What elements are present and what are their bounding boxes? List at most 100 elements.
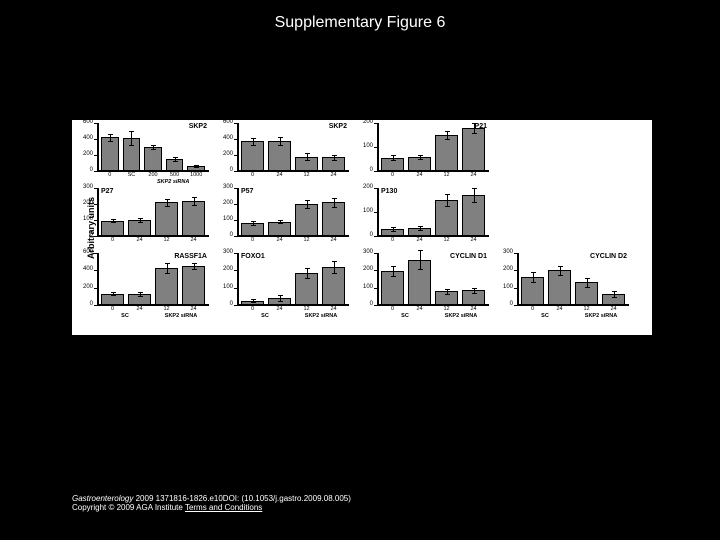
error-cap	[165, 206, 170, 207]
panel-label: P21	[475, 123, 487, 130]
xtick-label: 12	[293, 237, 320, 243]
error-cap	[165, 199, 170, 200]
error-bar	[194, 197, 195, 205]
ytick-label: 400	[75, 135, 93, 141]
ytick-label: 0	[75, 232, 93, 238]
x-sublabel-sirna: SKP2 siRNA	[153, 313, 209, 319]
ytick-label: 0	[355, 301, 373, 307]
panel-label: FOXO1	[241, 253, 265, 260]
axis-left	[237, 188, 239, 236]
ytick	[234, 236, 237, 237]
error-cap	[418, 159, 423, 160]
error-cap	[612, 297, 617, 298]
xtick-label: 12	[433, 237, 460, 243]
xtick-label: 12	[153, 306, 180, 312]
ytick	[94, 220, 97, 221]
panel-label: P57	[241, 188, 253, 195]
ytick	[234, 270, 237, 271]
error-cap	[251, 299, 256, 300]
axis-left	[237, 123, 239, 171]
error-cap	[472, 133, 477, 134]
error-cap	[111, 222, 116, 223]
ytick-label: 400	[215, 135, 233, 141]
error-bar	[560, 266, 561, 275]
error-cap	[391, 160, 396, 161]
ytick-label: 200	[75, 200, 93, 206]
error-cap	[305, 208, 310, 209]
x-sublabel-sc: SC	[517, 313, 573, 319]
error-cap	[138, 292, 143, 293]
ytick-label: 300	[355, 249, 373, 255]
x-sublabel-sc: SC	[377, 313, 433, 319]
error-cap	[305, 200, 310, 201]
xtick-label: 24	[266, 237, 293, 243]
ytick	[234, 139, 237, 140]
ytick	[94, 204, 97, 205]
error-cap	[194, 167, 199, 168]
ytick-label: 0	[215, 301, 233, 307]
ytick	[94, 253, 97, 254]
ytick	[94, 139, 97, 140]
error-bar	[280, 137, 281, 145]
axis-left	[97, 123, 99, 171]
error-bar	[533, 272, 534, 282]
xtick-label: 24	[546, 306, 573, 312]
xtick-label: 0	[239, 172, 266, 178]
error-cap	[151, 149, 156, 150]
error-cap	[332, 198, 337, 199]
error-cap	[108, 134, 113, 135]
error-cap	[111, 292, 116, 293]
bar	[155, 202, 178, 236]
axis-left	[377, 188, 379, 236]
ytick-label: 100	[215, 216, 233, 222]
xtick-label: 12	[433, 306, 460, 312]
xtick-label: 12	[433, 172, 460, 178]
error-cap	[138, 222, 143, 223]
panel-label: SKP2	[189, 123, 207, 130]
ytick	[374, 305, 377, 306]
ytick-label: 0	[215, 167, 233, 173]
terms-link[interactable]: Terms and Conditions	[185, 503, 262, 512]
ytick-label: 0	[495, 301, 513, 307]
ytick	[374, 171, 377, 172]
chart-cyclind2: 01002003000241224CYCLIN D2SCSKP2 siRNA	[517, 253, 629, 305]
panel-label: SKP2	[329, 123, 347, 130]
xtick-label: 24	[126, 306, 153, 312]
xtick-label: 24	[406, 306, 433, 312]
ytick-label: 0	[355, 167, 373, 173]
error-cap	[585, 287, 590, 288]
ytick	[234, 305, 237, 306]
axis-left	[97, 188, 99, 236]
chart-p57: 01002003000241224P57	[237, 188, 349, 236]
error-cap	[173, 157, 178, 158]
error-cap	[472, 293, 477, 294]
ytick	[374, 270, 377, 271]
error-cap	[418, 155, 423, 156]
bar	[462, 128, 485, 171]
xtick-label: 200	[142, 172, 164, 178]
xtick-label: 0	[239, 306, 266, 312]
journal-name: Gastroenterology	[72, 494, 133, 503]
xtick-label: 24	[266, 172, 293, 178]
error-cap	[418, 269, 423, 270]
xtick-label: 24	[320, 306, 347, 312]
error-cap	[278, 223, 283, 224]
error-cap	[278, 145, 283, 146]
x-sublabel-sirna: SKP2 siRNA	[433, 313, 489, 319]
page: Supplementary Figure 6 Arbitrary units 0…	[0, 0, 720, 540]
error-cap	[278, 220, 283, 221]
error-cap	[391, 231, 396, 232]
xtick-label: 24	[266, 306, 293, 312]
error-cap	[531, 282, 536, 283]
error-bar	[334, 198, 335, 208]
ytick	[94, 236, 97, 237]
error-bar	[447, 131, 448, 138]
chart-skp2-dose: 02004006000SC2005001000SKP2SKP2 siRNA	[97, 123, 209, 171]
error-cap	[445, 194, 450, 195]
chart-foxo1: 01002003000241224FOXO1SCSKP2 siRNA	[237, 253, 349, 305]
ytick	[94, 171, 97, 172]
ytick-label: 200	[75, 284, 93, 290]
error-cap	[165, 273, 170, 274]
ytick-label: 600	[215, 119, 233, 125]
ytick	[94, 288, 97, 289]
